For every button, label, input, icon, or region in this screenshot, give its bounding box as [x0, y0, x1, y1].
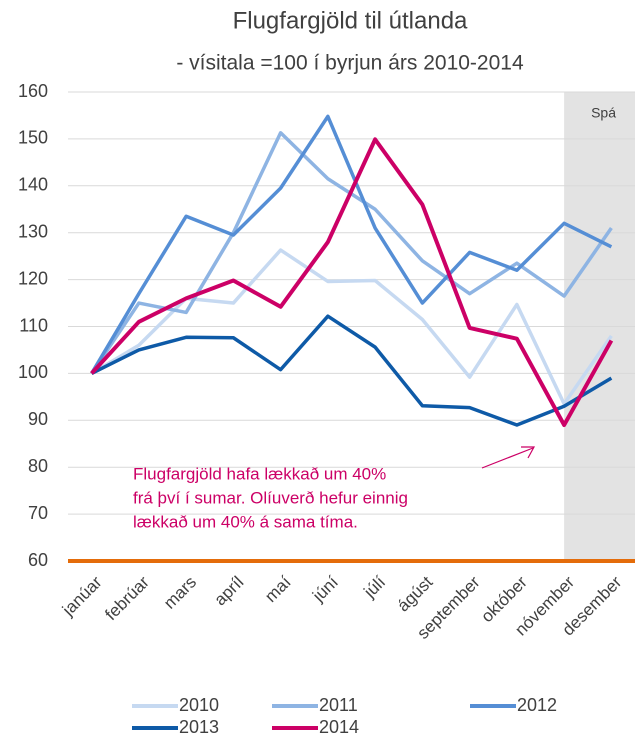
annotation: frá því í sumar. Olíuverð hefur einnig — [133, 488, 408, 507]
y-tick-label: 110 — [19, 315, 48, 335]
series-line — [90, 137, 614, 427]
x-tick-label: júlí — [360, 572, 390, 602]
y-tick-label: 100 — [18, 362, 48, 382]
chart-subtitle: - vísitala =100 í byrjun árs 2010-2014 — [176, 52, 524, 75]
x-tick-label: júní — [308, 572, 342, 606]
legend-label: 2011 — [319, 695, 358, 715]
x-tick-label: janúar — [58, 572, 106, 620]
y-tick-label: 160 — [18, 81, 48, 101]
series-line — [90, 114, 613, 375]
y-tick-label: 120 — [18, 268, 48, 288]
annotation: Flugfargjöld hafa lækkað um 40% — [133, 464, 386, 483]
y-tick-label: 70 — [28, 503, 48, 523]
annotation-arrow — [481, 447, 534, 469]
x-tick-label: febrúar — [101, 572, 153, 624]
y-tick-label: 150 — [18, 128, 48, 148]
legend-label: 2013 — [179, 717, 219, 737]
y-tick-label: 90 — [28, 409, 48, 429]
chart-title: Flugfargjöld til útlanda — [233, 7, 468, 34]
x-tick-label: mars — [160, 573, 200, 613]
series-line — [90, 314, 613, 427]
y-tick-label: 130 — [18, 221, 48, 241]
legend-label: 2014 — [319, 717, 359, 737]
x-tick-label: maí — [261, 572, 295, 606]
forecast-label: Spá — [591, 105, 616, 121]
y-tick-label: 60 — [28, 550, 48, 570]
x-tick-label: apríl — [211, 573, 248, 610]
x-tick-label: ágúst — [394, 572, 437, 615]
series-line — [90, 248, 613, 406]
y-tick-label: 140 — [18, 175, 48, 195]
annotation: lækkað um 40% á sama tíma. — [133, 512, 358, 531]
legend-label: 2012 — [517, 695, 557, 715]
legend-label: 2010 — [179, 695, 219, 715]
y-tick-label: 80 — [28, 456, 48, 476]
arrow-head — [521, 446, 536, 459]
